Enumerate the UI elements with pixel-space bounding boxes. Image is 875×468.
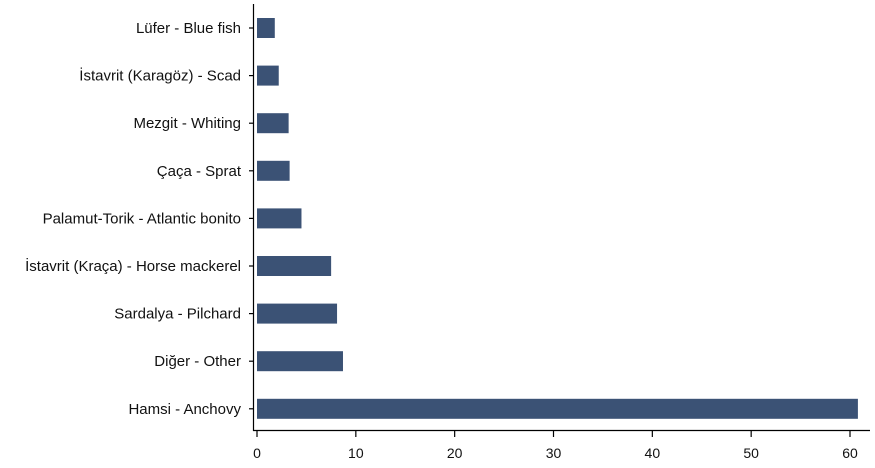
bar — [257, 303, 338, 324]
x-tick-label: 50 — [743, 445, 759, 461]
category-labels-group: Lüfer - Blue fish İstavrit (Karagöz) - Sc… — [25, 20, 254, 418]
category-label: Diğer - Other — [154, 353, 241, 370]
x-ticks-group: 0 10 20 30 40 50 60 — [253, 431, 858, 461]
x-tick-label: 60 — [842, 445, 858, 461]
bar — [257, 398, 858, 419]
bar — [257, 256, 332, 276]
x-tick-label: 0 — [253, 445, 261, 461]
bar — [257, 113, 289, 134]
x-tick-label: 10 — [348, 445, 364, 461]
x-tick-label: 40 — [645, 445, 661, 461]
bar — [257, 65, 279, 86]
category-label: İstavrit (Kraça) - Horse mackerel — [25, 257, 241, 275]
x-tick-label: 20 — [447, 445, 463, 461]
category-label: Palamut-Torik - Atlantic bonito — [43, 210, 241, 227]
x-tick-label: 30 — [546, 445, 562, 461]
category-label: Sardalya - Pilchard — [114, 306, 241, 323]
category-label: Mezgit - Whiting — [133, 115, 241, 132]
category-label: Lüfer - Blue fish — [136, 20, 241, 37]
bars-group — [257, 18, 858, 419]
category-label: İstavrit (Karagöz) - Scad — [79, 67, 241, 85]
bar — [257, 18, 275, 38]
bar — [257, 160, 290, 181]
category-label: Çaça - Sprat — [157, 163, 242, 180]
bar — [257, 208, 302, 229]
bar — [257, 351, 343, 372]
category-label: Hamsi - Anchovy — [128, 401, 241, 418]
